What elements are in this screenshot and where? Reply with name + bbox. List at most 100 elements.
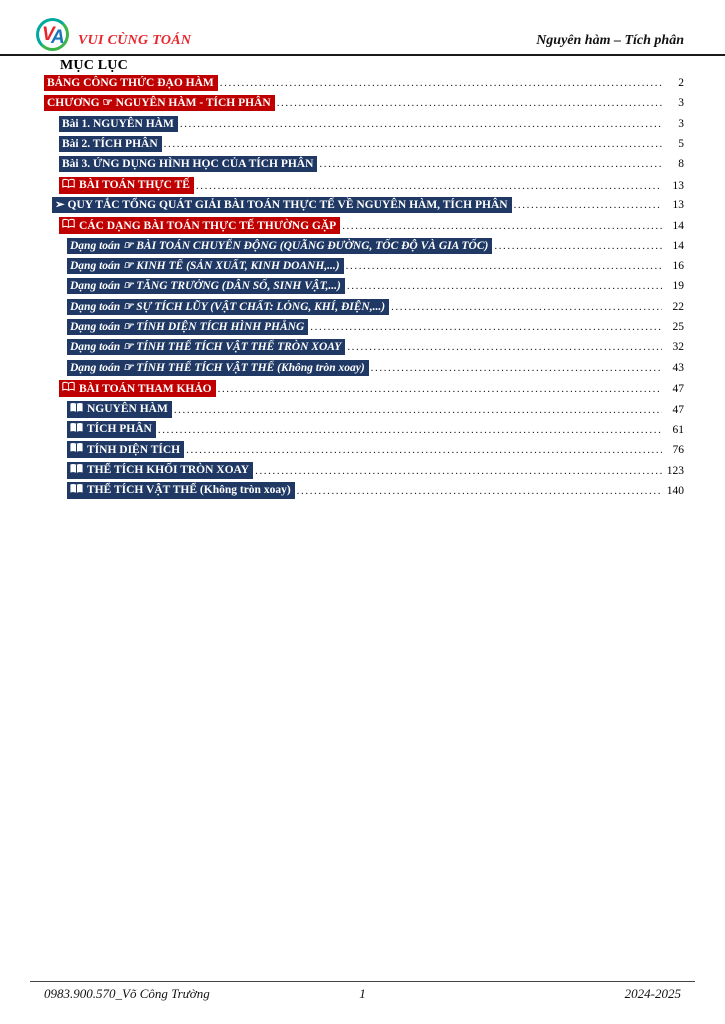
toc-entry-text: BÀI TOÁN THAM KHẢO: [79, 382, 212, 395]
toc-page-number: 32: [672, 341, 685, 354]
toc-dot-leader: ........................................…: [345, 260, 662, 273]
toc-entry-text: BẢNG CÔNG THỨC ĐẠO HÀM: [47, 77, 214, 89]
toc-entry-text: BÀI TOÁN THỰC TẾ: [79, 179, 190, 192]
toc-dot-leader: ........................................…: [163, 138, 662, 151]
toc-entry-text: NGUYÊN HÀM: [87, 403, 168, 415]
brand-group: V A VUI CÙNG TOÁN: [36, 18, 191, 51]
toc-entry-label: Bài 2. TÍCH PHÂN: [59, 136, 162, 153]
toc-entry[interactable]: NGUYÊN HÀM .............................…: [44, 400, 684, 421]
toc-dot-leader: ........................................…: [157, 423, 662, 436]
toc-dot-leader: ........................................…: [310, 321, 662, 334]
toc-entry[interactable]: Dạng toán ☞ SỰ TÍCH LŨY (VẬT CHẤT: LỎNG,…: [44, 298, 684, 319]
toc-entry[interactable]: Bài 2. TÍCH PHÂN .......................…: [44, 136, 684, 156]
toc-dot-leader: ........................................…: [276, 97, 662, 110]
toc-page-number: 13: [672, 199, 685, 212]
footer-page-number: 1: [359, 986, 366, 1001]
page-title: MỤC LỤC: [60, 58, 128, 73]
toc-entry[interactable]: ➢ QUY TẮC TỔNG QUÁT GIẢI BÀI TOÁN THỰC T…: [44, 197, 684, 217]
toc-entry[interactable]: Dạng toán ☞ BÀI TOÁN CHUYỂN ĐỘNG (QUÃNG …: [44, 237, 684, 258]
toc-entry-label: BẢNG CÔNG THỨC ĐẠO HÀM: [44, 75, 218, 91]
toc-dot-leader: ........................................…: [347, 341, 662, 354]
toc-dot-leader: ........................................…: [319, 158, 662, 171]
toc-entry[interactable]: Dạng toán ☞ TĂNG TRƯỞNG (DÂN SỐ, SINH VẬ…: [44, 278, 684, 298]
toc-page-number: 19: [672, 280, 685, 293]
toc-dot-leader: ........................................…: [370, 361, 662, 374]
book-icon: [70, 442, 83, 457]
toc-entry-label: BÀI TOÁN THỰC TẾ: [59, 176, 194, 194]
toc-entry-label: Dạng toán ☞ TÍNH THỂ TÍCH VẬT THỂ (Không…: [67, 359, 369, 376]
toc-entry-text: Dạng toán ☞ TÍNH THỂ TÍCH VẬT THỂ TRÒN X…: [70, 341, 342, 354]
toc-entry-text: TÍCH PHÂN: [87, 423, 152, 436]
toc-entry-label: Bài 3. ỨNG DỤNG HÌNH HỌC CỦA TÍCH PHÂN: [59, 156, 318, 173]
toc-entry-label: Dạng toán ☞ KINH TẾ (SẢN XUẤT, KINH DOAN…: [67, 258, 344, 275]
toc-dot-leader: ........................................…: [342, 220, 662, 233]
toc-entry[interactable]: CÁC DẠNG BÀI TOÁN THỰC TẾ THƯỜNG GẶP ...…: [44, 217, 684, 237]
open-book-icon: [62, 218, 75, 233]
toc-dot-leader: ........................................…: [179, 117, 662, 130]
footer-year: 2024-2025: [624, 986, 681, 1001]
toc-entry-label: CÁC DẠNG BÀI TOÁN THỰC TẾ THƯỜNG GẶP: [59, 217, 341, 235]
book-icon: [70, 483, 83, 498]
toc-dot-leader: ........................................…: [391, 300, 662, 313]
toc-entry-text: CHƯƠNG ☞ NGUYÊN HÀM - TÍCH PHÂN: [47, 97, 271, 110]
toc-entry[interactable]: THỂ TÍCH KHỐI TRÒN XOAY ................…: [44, 461, 684, 482]
toc-entry-label: NGUYÊN HÀM: [67, 400, 172, 418]
toc-page-number: 8: [678, 158, 684, 171]
toc-list: BẢNG CÔNG THỨC ĐẠO HÀM .................…: [44, 75, 684, 502]
toc-entry[interactable]: THỂ TÍCH VẬT THỂ (Không tròn xoay) .....…: [44, 481, 684, 502]
toc-page-number: 25: [672, 321, 685, 334]
open-book-icon: [62, 381, 75, 396]
toc-entry-label: BÀI TOÁN THAM KHẢO: [59, 380, 216, 398]
toc-page-number: 14: [672, 220, 685, 233]
book-icon: [70, 402, 83, 417]
toc-entry[interactable]: BẢNG CÔNG THỨC ĐẠO HÀM .................…: [44, 75, 684, 95]
toc-page-number: 47: [672, 383, 685, 396]
logo-letter-v: V: [42, 24, 55, 45]
toc-entry-label: ➢ QUY TẮC TỔNG QUÁT GIẢI BÀI TOÁN THỰC T…: [52, 197, 512, 214]
toc-entry[interactable]: Bài 3. ỨNG DỤNG HÌNH HỌC CỦA TÍCH PHÂN .…: [44, 156, 684, 176]
toc-entry[interactable]: Dạng toán ☞ KINH TẾ (SẢN XUẤT, KINH DOAN…: [44, 258, 684, 278]
toc-page-number: 2: [678, 77, 684, 89]
toc-page-number: 16: [672, 260, 685, 273]
page-footer: 0983.900.570_Võ Công Trường 1 2024-2025: [30, 981, 695, 1002]
toc-entry-text: CÁC DẠNG BÀI TOÁN THỰC TẾ THƯỜNG GẶP: [79, 219, 337, 232]
toc-page-number: 5: [678, 138, 684, 151]
toc-dot-leader: ........................................…: [186, 444, 662, 457]
brand-logo-icon: V A: [36, 18, 69, 51]
toc-entry[interactable]: BÀI TOÁN THỰC TẾ .......................…: [44, 176, 685, 197]
toc-dot-leader: ........................................…: [513, 199, 662, 212]
toc-entry-label: CHƯƠNG ☞ NGUYÊN HÀM - TÍCH PHÂN: [44, 95, 275, 112]
toc-entry[interactable]: Bài 1. NGUYÊN HÀM ......................…: [44, 115, 684, 136]
toc-entry-label: Dạng toán ☞ BÀI TOÁN CHUYỂN ĐỘNG (QUÃNG …: [67, 237, 493, 254]
toc-page-number: 13: [672, 179, 685, 192]
toc-page-number: 43: [672, 361, 685, 374]
toc-dot-leader: ........................................…: [494, 239, 662, 252]
logo-letter-a: A: [51, 27, 65, 48]
book-icon: [70, 463, 83, 478]
toc-entry[interactable]: TÍCH PHÂN ..............................…: [44, 420, 684, 441]
toc-entry-label: THỂ TÍCH VẬT THỂ (Không tròn xoay): [67, 481, 295, 499]
toc-entry-text: TÍNH DIỆN TÍCH: [87, 443, 181, 456]
toc-entry[interactable]: Dạng toán ☞ TÍNH DIỆN TÍCH HÌNH PHẲNG ..…: [44, 319, 684, 339]
toc-entry[interactable]: BÀI TOÁN THAM KHẢO .....................…: [44, 380, 684, 400]
toc-entry[interactable]: CHƯƠNG ☞ NGUYÊN HÀM - TÍCH PHÂN ........…: [44, 95, 684, 115]
toc-page-number: 76: [672, 444, 685, 457]
document-title: Nguyên hàm – Tích phân: [536, 33, 684, 48]
toc-entry-text: Bài 2. TÍCH PHÂN: [62, 138, 158, 151]
toc-entry-text: Dạng toán ☞ SỰ TÍCH LŨY (VẬT CHẤT: LỎNG,…: [70, 300, 386, 313]
toc-page-number: 140: [666, 484, 684, 497]
brand-name: VUI CÙNG TOÁN: [78, 33, 192, 48]
toc-dot-leader: ........................................…: [219, 77, 662, 89]
toc-dot-leader: ........................................…: [255, 464, 662, 477]
toc-entry[interactable]: TÍNH DIỆN TÍCH .........................…: [44, 441, 684, 461]
toc-page-number: 3: [678, 97, 684, 110]
toc-entry-text: Bài 1. NGUYÊN HÀM: [62, 117, 174, 130]
toc-dot-leader: ........................................…: [173, 403, 662, 416]
toc-entry-text: Dạng toán ☞ BÀI TOÁN CHUYỂN ĐỘNG (QUÃNG …: [70, 239, 489, 252]
toc-dot-leader: ........................................…: [346, 280, 662, 293]
toc-entry-text: Dạng toán ☞ TÍNH THỂ TÍCH VẬT THỂ (Không…: [70, 361, 365, 374]
toc-entry[interactable]: Dạng toán ☞ TÍNH THỂ TÍCH VẬT THỂ TRÒN X…: [44, 339, 684, 359]
toc-entry[interactable]: Dạng toán ☞ TÍNH THỂ TÍCH VẬT THỂ (Không…: [44, 359, 685, 380]
toc-entry-label: TÍCH PHÂN: [67, 420, 156, 438]
